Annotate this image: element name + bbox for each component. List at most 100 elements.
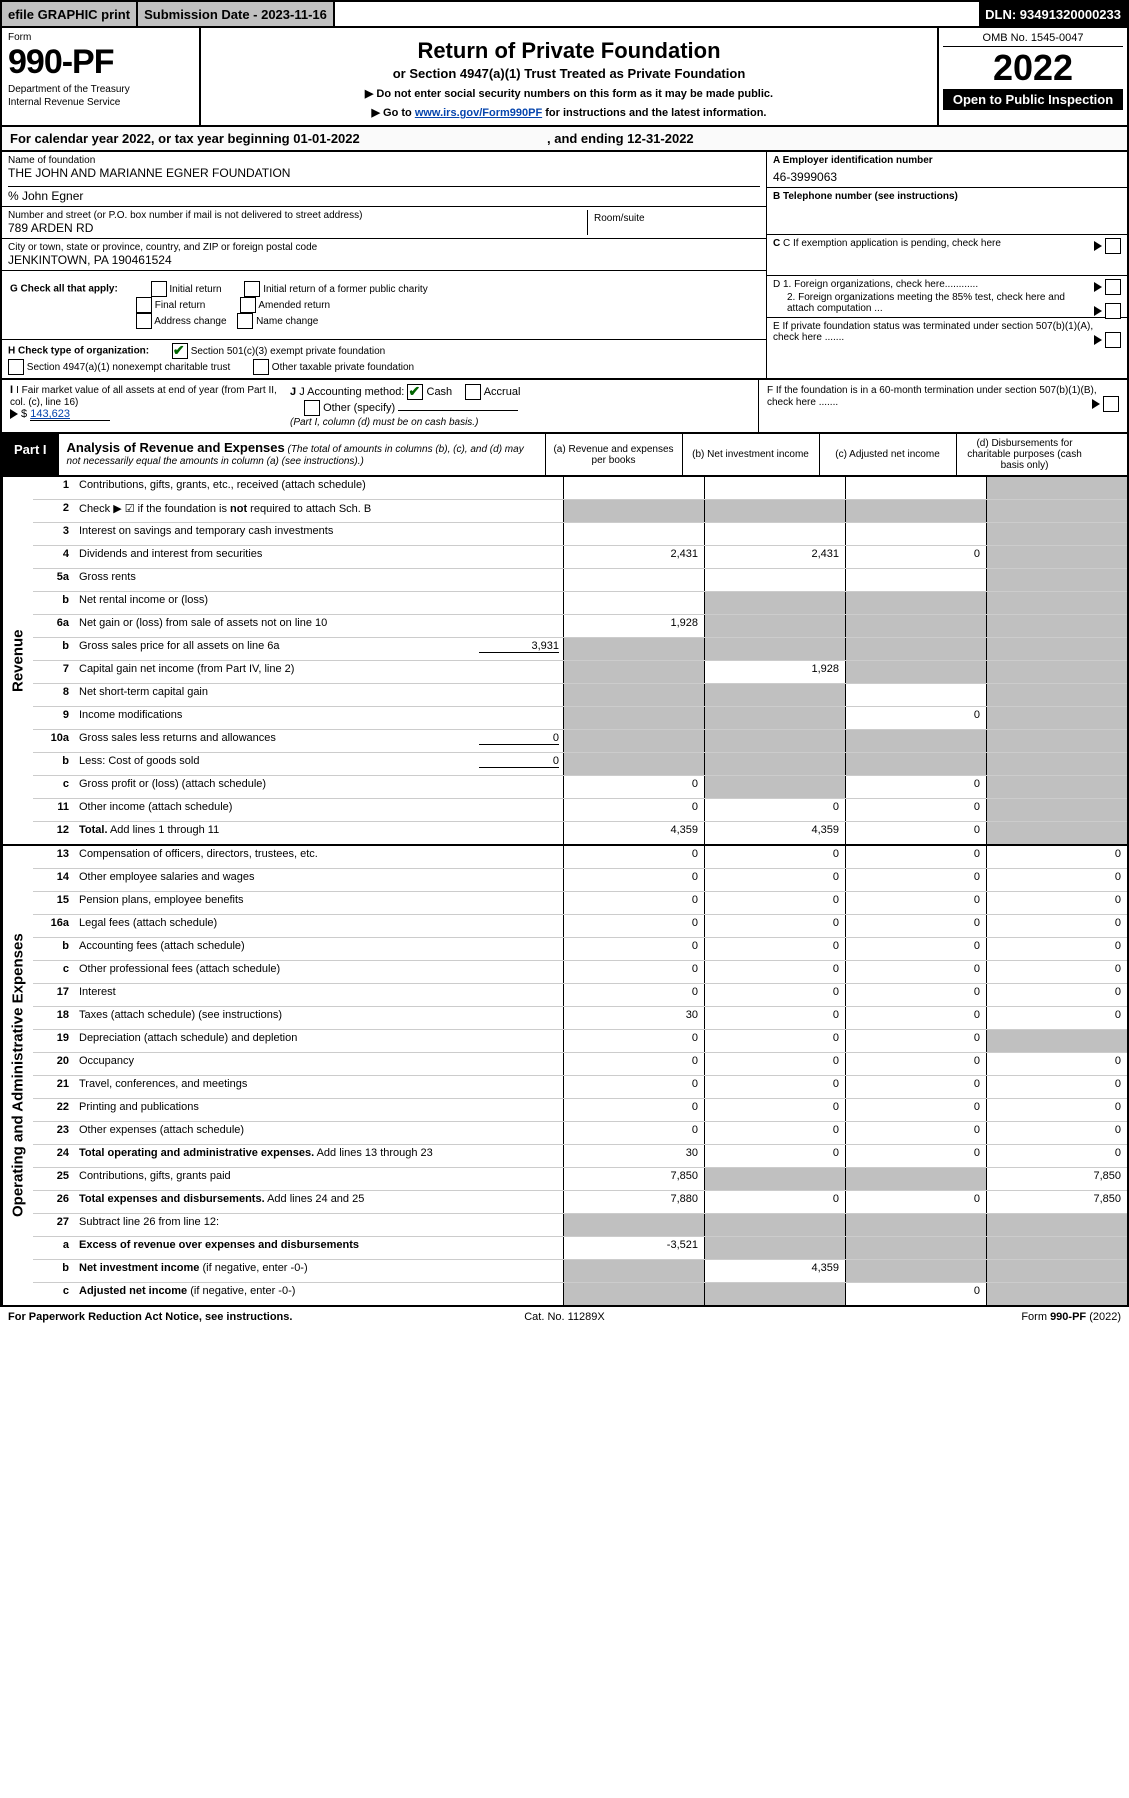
city-state-zip: JENKINTOWN, PA 190461524 (8, 253, 760, 267)
initial-return-checkbox[interactable] (151, 281, 167, 297)
dln-label: DLN: 93491320000233 (979, 2, 1127, 26)
irs-label: Internal Revenue Service (8, 97, 193, 108)
revenue-table: Revenue 1Contributions, gifts, grants, e… (0, 477, 1129, 846)
submission-date: Submission Date - 2023-11-16 (138, 2, 335, 26)
other-method-checkbox[interactable] (304, 400, 320, 416)
table-row: 9Income modifications0 (33, 707, 1127, 730)
table-row: 18Taxes (attach schedule) (see instructi… (33, 1007, 1127, 1030)
footer-left: For Paperwork Reduction Act Notice, see … (8, 1311, 379, 1323)
table-row: 22Printing and publications0000 (33, 1099, 1127, 1122)
revenue-vtab: Revenue (2, 477, 33, 844)
arrow-icon (1094, 306, 1102, 316)
spacer (335, 2, 979, 26)
table-row: 10aGross sales less returns and allowanc… (33, 730, 1127, 753)
table-row: 15Pension plans, employee benefits0000 (33, 892, 1127, 915)
form-label: Form (8, 32, 193, 43)
60-month-checkbox[interactable] (1103, 396, 1119, 412)
expenses-table: Operating and Administrative Expenses 13… (0, 846, 1129, 1307)
address-row: Number and street (or P.O. box number if… (2, 207, 766, 239)
efile-label: efile GRAPHIC print (2, 2, 138, 26)
header-right: OMB No. 1545-0047 2022 Open to Public In… (939, 28, 1127, 125)
tax-year: 2022 (943, 47, 1123, 89)
omb-number: OMB No. 1545-0047 (943, 32, 1123, 47)
table-row: 13Compensation of officers, directors, t… (33, 846, 1127, 869)
section-g: G Check all that apply: Initial return I… (2, 271, 766, 340)
part1-title: Analysis of Revenue and Expenses (The to… (59, 434, 546, 475)
arrow-icon (1094, 335, 1102, 345)
final-return-checkbox[interactable] (136, 297, 152, 313)
tax-year-end: 12-31-2022 (627, 131, 694, 146)
table-row: 19Depreciation (attach schedule) and dep… (33, 1030, 1127, 1053)
table-row: 24Total operating and administrative exp… (33, 1145, 1127, 1168)
table-row: cOther professional fees (attach schedul… (33, 961, 1127, 984)
arrow-icon (1094, 241, 1102, 251)
arrow-icon (10, 409, 18, 419)
table-row: 26Total expenses and disbursements. Add … (33, 1191, 1127, 1214)
table-row: 6aNet gain or (loss) from sale of assets… (33, 615, 1127, 638)
table-row: 12Total. Add lines 1 through 114,3594,35… (33, 822, 1127, 844)
table-row: bNet rental income or (loss) (33, 592, 1127, 615)
table-row: 21Travel, conferences, and meetings0000 (33, 1076, 1127, 1099)
form-header: Form 990-PF Department of the Treasury I… (0, 28, 1129, 127)
arrow-icon (1094, 282, 1102, 292)
table-row: bNet investment income (if negative, ent… (33, 1260, 1127, 1283)
i-j-f-row: I I Fair market value of all assets at e… (0, 380, 1129, 434)
table-row: 17Interest0000 (33, 984, 1127, 1007)
part1-header: Part I Analysis of Revenue and Expenses … (0, 434, 1129, 477)
foreign-85-checkbox[interactable] (1105, 303, 1121, 319)
foundation-name-row: Name of foundation THE JOHN AND MARIANNE… (2, 152, 766, 207)
amended-return-checkbox[interactable] (240, 297, 256, 313)
arrow-icon (1092, 399, 1100, 409)
fmv-value[interactable]: 143,623 (30, 408, 110, 421)
calendar-year-row: For calendar year 2022, or tax year begi… (0, 127, 1129, 152)
instr-2: ▶ Go to www.irs.gov/Form990PF for instru… (211, 106, 927, 119)
table-row: cGross profit or (loss) (attach schedule… (33, 776, 1127, 799)
table-row: bAccounting fees (attach schedule)0000 (33, 938, 1127, 961)
ein-value: 46-3999063 (773, 170, 1121, 184)
table-row: 2Check ▶ ☑ if the foundation is not requ… (33, 500, 1127, 523)
phone-row: B Telephone number (see instructions) (767, 188, 1127, 235)
table-row: 25Contributions, gifts, grants paid7,850… (33, 1168, 1127, 1191)
cash-checkbox[interactable] (407, 384, 423, 400)
form-number: 990-PF (8, 43, 193, 82)
address-change-checkbox[interactable] (136, 313, 152, 329)
form-title: Return of Private Foundation (211, 38, 927, 64)
table-row: cAdjusted net income (if negative, enter… (33, 1283, 1127, 1305)
instructions-link[interactable]: www.irs.gov/Form990PF (415, 107, 542, 119)
table-row: 5aGross rents (33, 569, 1127, 592)
table-row: 20Occupancy0000 (33, 1053, 1127, 1076)
table-row: bLess: Cost of goods sold0 (33, 753, 1127, 776)
section-d: D 1. Foreign organizations, check here..… (767, 276, 1127, 318)
ein-row: A Employer identification number 46-3999… (767, 152, 1127, 188)
foundation-name: THE JOHN AND MARIANNE EGNER FOUNDATION (8, 166, 760, 180)
instr-1: ▶ Do not enter social security numbers o… (211, 87, 927, 100)
4947a1-checkbox[interactable] (8, 359, 24, 375)
header-mid: Return of Private Foundation or Section … (201, 28, 939, 125)
header-left: Form 990-PF Department of the Treasury I… (2, 28, 201, 125)
foreign-org-checkbox[interactable] (1105, 279, 1121, 295)
street-address: 789 ARDEN RD (8, 221, 587, 235)
room-suite-label: Room/suite (588, 210, 760, 235)
name-change-checkbox[interactable] (237, 313, 253, 329)
form-subtitle: or Section 4947(a)(1) Trust Treated as P… (211, 66, 927, 81)
open-public-label: Open to Public Inspection (943, 89, 1123, 110)
status-terminated-checkbox[interactable] (1105, 332, 1121, 348)
initial-former-checkbox[interactable] (244, 281, 260, 297)
table-row: 27Subtract line 26 from line 12: (33, 1214, 1127, 1237)
page-footer: For Paperwork Reduction Act Notice, see … (0, 1307, 1129, 1327)
footer-form-ref: Form 990-PF (2022) (750, 1311, 1121, 1323)
table-row: 4Dividends and interest from securities2… (33, 546, 1127, 569)
table-row: 1Contributions, gifts, grants, etc., rec… (33, 477, 1127, 500)
table-row: 16aLegal fees (attach schedule)0000 (33, 915, 1127, 938)
part1-tab: Part I (2, 434, 59, 475)
501c3-checkbox[interactable] (172, 343, 188, 359)
city-row: City or town, state or province, country… (2, 239, 766, 271)
care-of: % John Egner (8, 186, 760, 203)
tax-year-begin: 01-01-2022 (293, 131, 360, 146)
col-b-header: (b) Net investment income (683, 434, 820, 475)
col-d-header: (d) Disbursements for charitable purpose… (957, 434, 1093, 475)
other-taxable-checkbox[interactable] (253, 359, 269, 375)
exemption-pending-checkbox[interactable] (1105, 238, 1121, 254)
accrual-checkbox[interactable] (465, 384, 481, 400)
table-row: 11Other income (attach schedule)000 (33, 799, 1127, 822)
